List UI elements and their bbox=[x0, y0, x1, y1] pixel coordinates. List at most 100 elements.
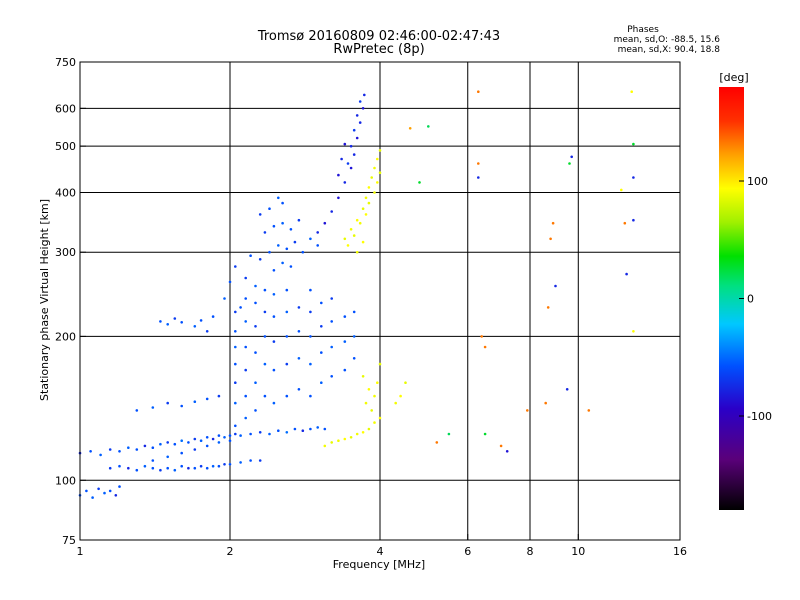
x-tick-label: 10 bbox=[571, 545, 585, 558]
data-point bbox=[180, 404, 183, 408]
data-point bbox=[320, 381, 323, 385]
data-point bbox=[268, 207, 271, 210]
data-point bbox=[143, 464, 147, 468]
data-point bbox=[258, 431, 262, 434]
data-point bbox=[632, 142, 635, 146]
data-point bbox=[289, 265, 293, 268]
data-point bbox=[352, 128, 356, 132]
data-point bbox=[309, 362, 312, 366]
data-point bbox=[330, 297, 334, 300]
data-point bbox=[544, 401, 547, 405]
data-point bbox=[367, 388, 371, 391]
data-point bbox=[239, 461, 242, 464]
data-point bbox=[205, 444, 209, 448]
data-point bbox=[301, 429, 305, 433]
x-tick-label: 4 bbox=[377, 545, 384, 558]
data-point bbox=[272, 315, 276, 318]
data-point bbox=[151, 406, 155, 409]
colorbar-tick-label: -100 bbox=[747, 410, 772, 423]
data-point bbox=[180, 439, 183, 443]
data-point bbox=[281, 261, 284, 265]
data-point bbox=[258, 258, 262, 261]
data-point bbox=[187, 466, 190, 470]
y-tick-label: 500 bbox=[55, 140, 76, 153]
data-point bbox=[343, 181, 347, 184]
data-point bbox=[309, 288, 312, 292]
data-point bbox=[364, 401, 368, 405]
x-tick-label: 8 bbox=[527, 545, 534, 558]
data-point bbox=[309, 427, 312, 431]
data-point bbox=[254, 409, 257, 412]
data-point bbox=[135, 468, 139, 472]
data-point bbox=[358, 100, 362, 103]
data-point bbox=[234, 265, 237, 268]
data-point bbox=[505, 450, 509, 453]
data-point bbox=[228, 280, 232, 284]
data-point bbox=[355, 250, 359, 254]
x-axis-ticks: 1 2 4 6 8 10 16 bbox=[77, 534, 687, 558]
data-point bbox=[272, 293, 276, 296]
data-point bbox=[249, 254, 252, 257]
data-point bbox=[151, 466, 155, 470]
data-point bbox=[378, 171, 382, 174]
data-point bbox=[277, 244, 280, 247]
data-point bbox=[285, 335, 289, 338]
data-point bbox=[373, 394, 376, 398]
data-point bbox=[193, 437, 197, 441]
data-point bbox=[244, 320, 247, 323]
data-point bbox=[285, 288, 289, 292]
data-point bbox=[99, 453, 102, 457]
data-point bbox=[330, 441, 334, 444]
data-point bbox=[349, 228, 353, 231]
data-point bbox=[263, 288, 267, 292]
data-point bbox=[623, 221, 627, 225]
y-tick-label: 600 bbox=[55, 102, 76, 115]
data-point bbox=[330, 375, 334, 378]
data-point bbox=[352, 335, 356, 338]
y-tick-label: 75 bbox=[62, 534, 76, 547]
phase-colorbar: [deg] 100 0 -100 bbox=[719, 71, 772, 510]
phase-legend: Phases mean, sd,O: -88.5, 15.6 mean, sd,… bbox=[614, 25, 721, 55]
data-point bbox=[151, 446, 155, 450]
data-point bbox=[263, 362, 267, 366]
data-point bbox=[320, 301, 323, 305]
data-point bbox=[378, 149, 382, 152]
data-point bbox=[199, 464, 203, 468]
data-point bbox=[159, 468, 162, 472]
data-point bbox=[281, 221, 284, 225]
data-point bbox=[408, 127, 412, 130]
data-point bbox=[376, 181, 379, 184]
data-point bbox=[477, 90, 480, 93]
data-point bbox=[399, 394, 402, 398]
data-point bbox=[91, 496, 94, 499]
data-point bbox=[551, 221, 555, 225]
phase-legend-heading: Phases bbox=[627, 25, 659, 35]
data-point bbox=[323, 427, 327, 431]
data-point bbox=[632, 176, 635, 179]
data-point bbox=[234, 381, 237, 385]
data-point bbox=[418, 181, 421, 184]
data-point bbox=[565, 388, 569, 391]
data-point bbox=[244, 368, 247, 372]
phase-legend-o-line: mean, sd,O: -88.5, 15.6 bbox=[614, 35, 721, 45]
data-point bbox=[620, 188, 623, 192]
y-tick-label: 100 bbox=[55, 474, 76, 487]
data-point bbox=[234, 362, 237, 366]
data-point bbox=[343, 142, 347, 146]
data-point bbox=[477, 176, 480, 179]
grid-layer bbox=[80, 62, 680, 540]
data-point bbox=[361, 207, 365, 210]
data-point bbox=[173, 468, 177, 472]
x-axis-label: Frequency [MHz] bbox=[333, 558, 425, 571]
data-point bbox=[352, 310, 356, 314]
data-point bbox=[211, 437, 215, 441]
colorbar-tick-label: 100 bbox=[747, 175, 768, 188]
y-axis-label: Stationary phase Virtual Height [km] bbox=[38, 199, 51, 401]
data-point bbox=[546, 306, 550, 309]
data-point bbox=[330, 345, 334, 349]
data-point bbox=[217, 394, 221, 398]
x-tick-label: 1 bbox=[77, 545, 84, 558]
data-point bbox=[320, 325, 323, 328]
data-point bbox=[568, 162, 571, 165]
